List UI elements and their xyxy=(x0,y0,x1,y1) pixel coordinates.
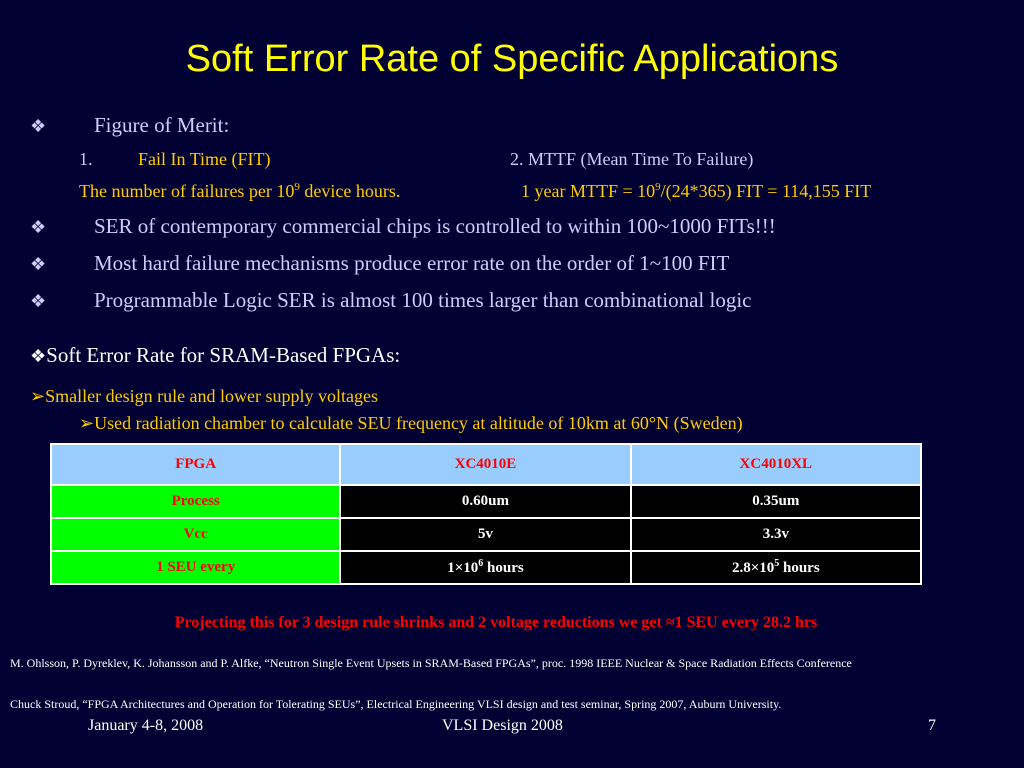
item1-label: Fail In Time (FIT) xyxy=(138,149,271,169)
fpga-subpoint-1: ➢Smaller design rule and lower supply vo… xyxy=(30,386,378,407)
item2-description: 1 year MTTF = 109/(24*365) FIT = 114,155… xyxy=(521,181,872,201)
table-row: 1 SEU every 1×106 hours 2.8×105 hours xyxy=(49,550,923,585)
table-header-cell: XC4010E xyxy=(339,443,632,486)
bullet-text: Programmable Logic SER is almost 100 tim… xyxy=(94,288,752,312)
item1-number: 1. xyxy=(79,149,93,169)
table-row-label: 1 SEU every xyxy=(49,550,342,585)
table-cell: 1×106 hours xyxy=(339,550,632,585)
slide-title: Soft Error Rate of Specific Applications xyxy=(185,38,839,80)
table-cell: 3.3v xyxy=(629,517,923,552)
seu-comparison-table: FPGA XC4010E XC4010XL Process 0.60um 0.3… xyxy=(49,443,923,585)
footer-page-number: 7 xyxy=(928,717,936,734)
figure-of-merit-heading: Figure of Merit: xyxy=(94,113,230,137)
fpga-section-heading: ❖Soft Error Rate for SRAM-Based FPGAs: xyxy=(30,343,400,368)
table-row-label: Process xyxy=(49,484,342,519)
table-row-label: Vcc xyxy=(49,517,342,552)
diamond-bullet-icon: ❖ xyxy=(30,346,47,366)
table-cell: 0.35um xyxy=(629,484,923,519)
footer-date: January 4-8, 2008 xyxy=(88,717,204,734)
reference-1: M. Ohlsson, P. Dyreklev, K. Johansson an… xyxy=(10,656,852,670)
projection-note: Projecting this for 3 design rule shrink… xyxy=(174,614,818,631)
diamond-bullet-icon: ❖ xyxy=(30,254,47,274)
table-cell: 2.8×105 hours xyxy=(629,550,923,585)
table-header-row: FPGA XC4010E XC4010XL xyxy=(49,443,923,486)
diamond-bullet-icon: ❖ xyxy=(30,291,47,311)
item1-description: The number of failures per 109 device ho… xyxy=(79,181,401,201)
fpga-subpoint-2: ➢Used radiation chamber to calculate SEU… xyxy=(79,413,743,434)
reference-2: Chuck Stroud, “FPGA Architectures and Op… xyxy=(10,697,782,711)
bullet-hard-failure: ❖ Most hard failure mechanisms produce e… xyxy=(30,251,729,276)
table-cell: 5v xyxy=(339,517,632,552)
bullet-programmable-logic: ❖ Programmable Logic SER is almost 100 t… xyxy=(30,288,752,313)
bullet-ser-commercial: ❖ SER of contemporary commercial chips i… xyxy=(30,214,776,239)
item2-label: 2. MTTF (Mean Time To Failure) xyxy=(510,149,754,169)
fpga-subpoint-2-text: Used radiation chamber to calculate SEU … xyxy=(94,413,743,433)
arrow-bullet-icon: ➢ xyxy=(30,386,46,406)
fpga-subpoint-1-text: Smaller design rule and lower supply vol… xyxy=(45,386,379,406)
table-header-cell: XC4010XL xyxy=(629,443,923,486)
diamond-bullet-icon: ❖ xyxy=(30,217,47,237)
bullet-text: Most hard failure mechanisms produce err… xyxy=(94,251,730,275)
table-row: Vcc 5v 3.3v xyxy=(49,517,923,552)
table-row: Process 0.60um 0.35um xyxy=(49,484,923,519)
table-header-cell: FPGA xyxy=(49,443,342,486)
bullet-figure-of-merit: ❖ Figure of Merit: xyxy=(30,113,229,138)
bullet-text: SER of contemporary commercial chips is … xyxy=(94,214,776,238)
diamond-bullet-icon: ❖ xyxy=(30,116,47,136)
fpga-heading-text: Soft Error Rate for SRAM-Based FPGAs: xyxy=(46,343,401,367)
footer-venue: VLSI Design 2008 xyxy=(442,717,563,734)
table-cell: 0.60um xyxy=(339,484,632,519)
arrow-bullet-icon: ➢ xyxy=(79,413,95,433)
